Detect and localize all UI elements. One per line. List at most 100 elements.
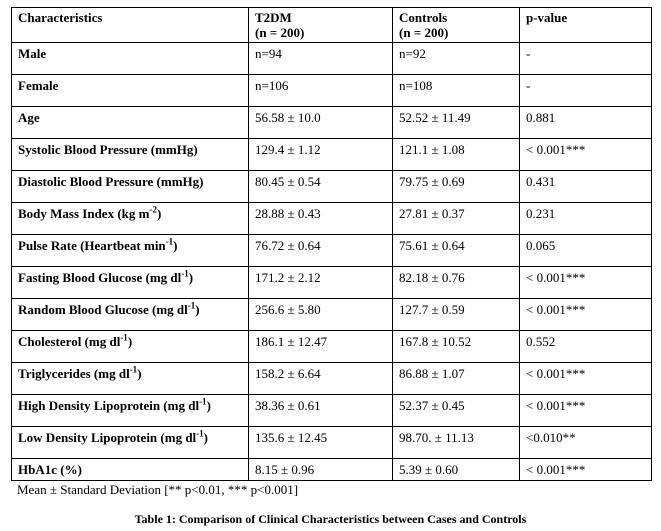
cell-p-value: < 0.001***	[519, 394, 652, 427]
header-controls: Controls (n = 200)	[392, 7, 520, 43]
header-t2dm-line2: (n = 200)	[255, 25, 305, 40]
header-t2dm-line1: T2DM	[255, 10, 292, 25]
characteristic-label: Triglycerides (mg dl	[18, 366, 130, 381]
cell-controls-value: 5.39 ± 0.60	[392, 458, 520, 481]
table-row: Diastolic Blood Pressure (mmHg) 80.45 ± 0…	[11, 170, 652, 203]
characteristic-label: High Density Lipoprotein (mg dl	[18, 398, 200, 413]
cell-t2dm-value: 76.72 ± 0.64	[248, 234, 393, 267]
table-caption: Table 1: Comparison of Clinical Characte…	[134, 512, 527, 526]
cell-t2dm-value: 129.4 ± 1.12	[248, 138, 393, 171]
table-row: Body Mass Index (kg m-2) 28.88 ± 0.43 27.8…	[11, 202, 652, 235]
characteristic-label: Systolic Blood Pressure (mmHg)	[18, 142, 198, 157]
row-characteristic: Triglycerides (mg dl-1)	[11, 362, 249, 395]
characteristic-label-suffix: )	[203, 430, 209, 445]
characteristic-label: Female	[18, 78, 59, 93]
cell-p-value: < 0.001***	[519, 266, 652, 299]
cell-p-value: < 0.001***	[519, 138, 652, 171]
table-row: Pulse Rate (Heartbeat min-1) 76.72 ± 0.64…	[11, 234, 652, 267]
characteristic-label-suffix: )	[173, 238, 178, 253]
characteristic-label: Male	[18, 46, 47, 61]
characteristic-label-suffix: )	[188, 270, 194, 285]
cell-controls-value: 75.61 ± 0.64	[392, 234, 520, 267]
cell-controls-value: 27.81 ± 0.37	[392, 202, 520, 235]
header-characteristics-line1: Characteristics	[18, 10, 103, 25]
cell-t2dm-value: 28.88 ± 0.43	[248, 202, 393, 235]
cell-t2dm-value: 80.45 ± 0.54	[248, 170, 393, 203]
row-characteristic: Male	[11, 42, 249, 75]
characteristic-label: Body Mass Index (kg m	[18, 206, 150, 221]
cell-p-value: -	[519, 42, 652, 75]
table-row: Age 56.58 ± 10.0 52.52 ± 11.49 0.881	[11, 106, 652, 139]
cell-t2dm-value: 38.36 ± 0.61	[248, 394, 393, 427]
characteristic-label: Age	[18, 110, 40, 125]
cell-t2dm-value: 135.6 ± 12.45	[248, 426, 393, 459]
unit-exponent: -1	[181, 268, 189, 279]
cell-p-value: < 0.001***	[519, 298, 652, 331]
row-characteristic: Systolic Blood Pressure (mmHg)	[11, 138, 249, 171]
table-row: Triglycerides (mg dl-1) 158.2 ± 6.64 86.88…	[11, 362, 652, 395]
unit-exponent: -1	[187, 300, 196, 311]
characteristic-label: Fasting Blood Glucose (mg dl	[18, 270, 182, 285]
characteristic-label: HbA1c (%)	[18, 462, 82, 477]
cell-controls-value: n=92	[392, 42, 520, 75]
cell-p-value: < 0.001***	[519, 458, 652, 481]
header-controls-line2: (n = 200)	[399, 25, 449, 40]
characteristic-label-suffix: )	[156, 206, 162, 221]
cell-p-value: 0.065	[519, 234, 652, 267]
table-header-row: Characteristics T2DM (n = 200) Controls …	[11, 7, 652, 43]
row-characteristic: Pulse Rate (Heartbeat min-1)	[11, 234, 249, 267]
cell-p-value: 0.231	[519, 202, 652, 235]
table-row: Low Density Lipoprotein (mg dl-1) 135.6 ±…	[11, 426, 652, 459]
cell-p-value: -	[519, 74, 652, 107]
header-t2dm: T2DM (n = 200)	[248, 7, 393, 43]
cell-t2dm-value: 171.2 ± 2.12	[248, 266, 393, 299]
header-characteristics: Characteristics	[11, 7, 249, 43]
cell-t2dm-value: n=94	[248, 42, 393, 75]
cell-controls-value: 79.75 ± 0.69	[392, 170, 520, 203]
unit-exponent: -1	[129, 364, 138, 375]
cell-controls-value: 167.8 ± 10.52	[392, 330, 520, 363]
table-row: Female n=106 n=108-	[11, 74, 652, 107]
cell-t2dm-value: 256.6 ± 5.80	[248, 298, 393, 331]
cell-controls-value: 127.7 ± 0.59	[392, 298, 520, 331]
cell-t2dm-value: 8.15 ± 0.96	[248, 458, 393, 481]
unit-exponent: -1	[120, 332, 128, 343]
cell-controls-value: 121.1 ± 1.08	[392, 138, 520, 171]
cell-t2dm-value: 158.2 ± 6.64	[248, 362, 393, 395]
row-characteristic: HbA1c (%)	[11, 458, 249, 481]
characteristic-label: Diastolic Blood Pressure (mmHg)	[18, 174, 204, 189]
header-p-value: p-value	[519, 7, 652, 43]
characteristic-label-suffix: )	[206, 398, 211, 413]
table-row: Fasting Blood Glucose (mg dl-1) 171.2 ± 2…	[11, 266, 652, 299]
characteristic-label: Pulse Rate (Heartbeat min	[18, 238, 166, 253]
clinical-characteristics-table: Characteristics T2DM (n = 200) Controls …	[11, 7, 652, 481]
table-row: Male n=94 n=92-	[11, 42, 652, 75]
cell-p-value: 0.552	[519, 330, 652, 363]
cell-controls-value: 86.88 ± 1.07	[392, 362, 520, 395]
characteristic-label-suffix: )	[137, 366, 142, 381]
cell-t2dm-value: n=106	[248, 74, 393, 107]
characteristic-label-suffix: )	[195, 302, 200, 317]
row-characteristic: Female	[11, 74, 249, 107]
table-row: High Density Lipoprotein (mg dl-1) 38.36 …	[11, 394, 652, 427]
cell-p-value: 0.881	[519, 106, 652, 139]
cell-controls-value: n=108	[392, 74, 520, 107]
table-row: Random Blood Glucose (mg dl-1) 256.6 ± 5.…	[11, 298, 652, 331]
header-controls-line1: Controls	[399, 10, 448, 25]
cell-p-value: <0.010**	[519, 426, 652, 459]
cell-controls-value: 52.52 ± 11.49	[392, 106, 520, 139]
table-row: HbA1c (%) 8.15 ± 0.96 5.39 ± 0.60 < 0.001**…	[11, 458, 652, 481]
unit-exponent: -2	[149, 204, 157, 215]
unit-exponent: -1	[196, 428, 204, 439]
row-characteristic: Age	[11, 106, 249, 139]
row-characteristic: Random Blood Glucose (mg dl-1)	[11, 298, 249, 331]
table-row: Cholesterol (mg dl-1) 186.1 ± 12.47 167.8 …	[11, 330, 652, 363]
cell-controls-value: 98.70. ± 11.13	[392, 426, 520, 459]
cell-controls-value: 52.37 ± 0.45	[392, 394, 520, 427]
header-p-value-line1: p-value	[526, 10, 568, 25]
characteristic-label: Cholesterol (mg dl	[18, 334, 121, 349]
row-characteristic: Fasting Blood Glucose (mg dl-1)	[11, 266, 249, 299]
unit-exponent: -1	[165, 236, 174, 247]
cell-controls-value: 82.18 ± 0.76	[392, 266, 520, 299]
row-characteristic: Diastolic Blood Pressure (mmHg)	[11, 170, 249, 203]
